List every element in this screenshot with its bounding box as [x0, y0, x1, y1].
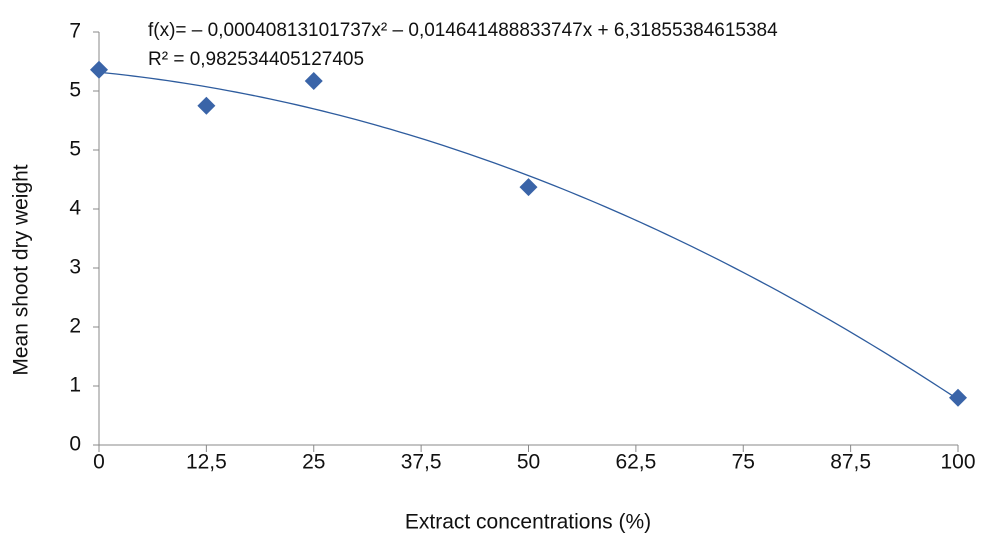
marker [90, 60, 108, 79]
y-tick-label: 4 [69, 197, 81, 220]
x-tick-label: 75 [732, 451, 755, 474]
y-tick-label: 5 [69, 79, 81, 102]
y-axis-label: Mean shoot dry weight [10, 164, 33, 375]
r-squared: R² = 0,982534405127405 [148, 49, 364, 70]
marker [519, 178, 538, 197]
x-tick-label: 62,5 [615, 451, 656, 474]
marker [304, 71, 323, 90]
x-tick-label: 0 [93, 451, 105, 474]
x-tick-label: 87,5 [830, 451, 871, 474]
marker [949, 388, 967, 407]
x-tick-label: 50 [517, 451, 540, 474]
x-tick-label: 100 [940, 451, 975, 474]
x-tick-label: 25 [302, 451, 325, 474]
y-tick-label: 1 [69, 374, 81, 397]
marker [197, 96, 216, 115]
y-tick-label: 5 [69, 138, 81, 161]
x-tick-label: 12,5 [186, 451, 227, 474]
x-axis-label: Extract concentrations (%) [405, 511, 651, 534]
y-tick-label: 7 [69, 20, 81, 43]
y-tick-label: 3 [69, 256, 81, 279]
y-tick-label: 2 [69, 315, 81, 338]
trendline [98, 71, 959, 400]
x-tick-label: 37,5 [401, 451, 442, 474]
y-tick-label: 0 [69, 433, 81, 456]
trendline-equation: f(x)= – 0,00040813101737x² – 0,014641488… [148, 20, 778, 41]
